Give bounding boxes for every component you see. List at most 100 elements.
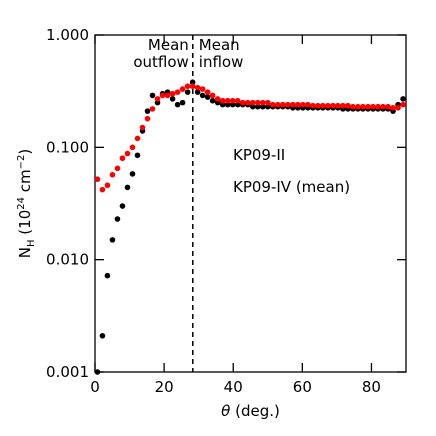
point xyxy=(234,101,241,108)
point xyxy=(154,96,161,102)
x-tick-label: 80 xyxy=(362,378,381,396)
point xyxy=(119,203,126,209)
y-tick-label: 0.010 xyxy=(46,251,89,269)
point xyxy=(209,97,216,104)
plot-frame xyxy=(94,34,407,373)
point xyxy=(400,96,406,102)
point xyxy=(305,101,311,108)
point xyxy=(360,103,366,110)
point xyxy=(229,101,236,108)
point xyxy=(174,101,181,108)
point xyxy=(99,186,106,193)
y-axis-label-part: (10 xyxy=(16,210,34,240)
y-axis-label-part: H xyxy=(26,239,37,247)
point xyxy=(310,102,316,109)
y-axis-label-part: cm xyxy=(16,169,34,197)
point xyxy=(340,102,346,109)
point xyxy=(109,171,116,178)
y-axis-label: NH (1024 cm−2) xyxy=(16,149,37,258)
point xyxy=(209,92,216,99)
point xyxy=(134,135,141,142)
point xyxy=(114,165,121,172)
point xyxy=(189,79,196,86)
point xyxy=(139,124,146,131)
point xyxy=(300,101,306,108)
point xyxy=(400,101,406,108)
point xyxy=(169,96,176,102)
point xyxy=(194,89,201,95)
point xyxy=(330,102,336,109)
point xyxy=(264,99,271,106)
y-axis-label-part: −2 xyxy=(16,155,27,170)
x-tick-label: 40 xyxy=(224,378,243,396)
point xyxy=(169,90,176,97)
point xyxy=(129,144,136,151)
legend-label: KP09-IV (mean) xyxy=(233,178,350,196)
x-axis-label-part: θ xyxy=(221,402,230,420)
point xyxy=(199,86,206,92)
point xyxy=(219,101,226,108)
x-tick-label: 60 xyxy=(293,378,312,396)
point xyxy=(290,101,296,108)
point xyxy=(94,176,101,183)
point xyxy=(285,101,291,108)
annotation: outflow xyxy=(133,53,188,71)
annotation: Mean xyxy=(148,36,189,54)
annotation: Mean xyxy=(199,36,240,54)
point xyxy=(295,101,301,108)
point xyxy=(204,89,211,95)
point xyxy=(249,99,256,106)
point xyxy=(345,102,351,109)
point xyxy=(264,103,271,110)
point xyxy=(194,84,201,91)
point xyxy=(325,102,331,109)
y-axis-label-part: 24 xyxy=(16,197,27,210)
point xyxy=(189,83,196,90)
point xyxy=(234,97,241,104)
point xyxy=(219,97,226,104)
point xyxy=(104,272,111,279)
point xyxy=(159,92,166,99)
point xyxy=(259,99,266,106)
point xyxy=(375,103,381,110)
point xyxy=(239,99,246,106)
point xyxy=(114,216,121,222)
point xyxy=(259,103,266,110)
point xyxy=(109,237,116,243)
point xyxy=(370,103,376,110)
point xyxy=(149,92,156,99)
point xyxy=(320,102,326,109)
y-tick-label: 0.001 xyxy=(46,363,89,381)
point xyxy=(104,182,111,189)
point xyxy=(395,104,401,111)
point xyxy=(179,86,186,92)
point xyxy=(254,99,261,106)
point xyxy=(254,103,261,110)
y-tick-label: 0.100 xyxy=(46,138,89,156)
point xyxy=(214,96,221,102)
point xyxy=(99,333,106,339)
annotation: inflow xyxy=(199,53,244,71)
point xyxy=(129,171,136,177)
point xyxy=(144,115,151,122)
point xyxy=(134,152,141,159)
point xyxy=(124,150,131,157)
point xyxy=(244,99,251,106)
point xyxy=(249,103,256,110)
point xyxy=(390,104,396,111)
point xyxy=(224,97,231,104)
x-axis-label-part: (deg.) xyxy=(230,402,280,420)
point xyxy=(350,103,356,110)
y-axis-label-part: ) xyxy=(16,149,34,155)
point xyxy=(149,106,156,112)
point xyxy=(229,97,236,104)
y-axis-label-part: N xyxy=(16,247,34,258)
point xyxy=(179,99,186,106)
point xyxy=(269,101,276,108)
point xyxy=(174,89,181,95)
point xyxy=(199,92,206,99)
point xyxy=(144,108,151,114)
point xyxy=(184,83,191,90)
point xyxy=(365,103,371,110)
